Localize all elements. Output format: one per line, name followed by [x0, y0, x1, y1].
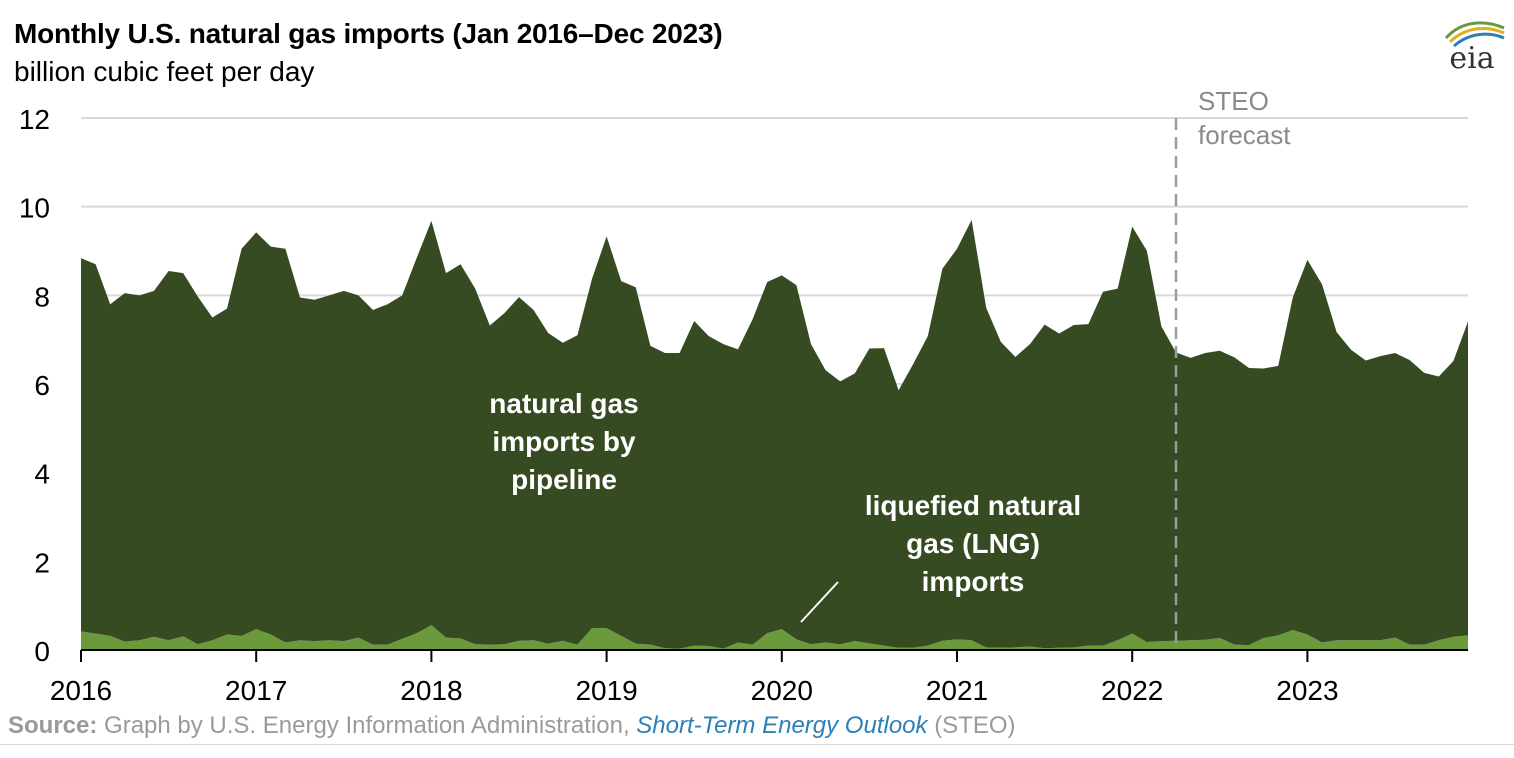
- x-tick-label: 2019: [575, 675, 637, 706]
- lng-annotation: gas (LNG): [906, 528, 1040, 559]
- chart-subtitle: billion cubic feet per day: [14, 56, 315, 87]
- forecast-marker: STEO forecast: [1174, 86, 1291, 650]
- forecast-label: forecast: [1198, 120, 1291, 150]
- source-suffix: (STEO): [934, 712, 1016, 739]
- source-text: Graph by U.S. Energy Information Adminis…: [104, 712, 630, 739]
- pipeline-annotation: imports by: [492, 426, 636, 457]
- x-tick-label: 2017: [225, 675, 287, 706]
- x-tick-label: 2020: [751, 675, 813, 706]
- annotations: natural gas imports by pipeline liquefied n…: [489, 388, 1081, 623]
- lng-annotation: imports: [922, 566, 1025, 597]
- logo-text: eia: [1449, 41, 1494, 72]
- forecast-label: STEO: [1198, 86, 1269, 116]
- x-tick-label: 2016: [50, 675, 112, 706]
- lng-leader-line: [800, 581, 839, 623]
- y-axis-ticks: 0 2 4 6 8 10 12: [19, 104, 50, 667]
- steo-link[interactable]: Short-Term Energy Outlook: [636, 712, 928, 739]
- eia-logo: eia: [1444, 21, 1505, 72]
- x-tick-label: 2021: [926, 675, 988, 706]
- y-tick-label: 6: [34, 370, 50, 401]
- x-axis: 2016 2017 2018 2019 2020 2021 2022 2023: [50, 649, 1468, 706]
- bottom-rule: [0, 744, 1514, 745]
- pipeline-annotation: pipeline: [511, 464, 617, 495]
- pipeline-annotation: natural gas: [489, 388, 638, 419]
- data-areas: [81, 219, 1468, 650]
- x-tick-label: 2022: [1101, 675, 1163, 706]
- pipeline-area: [81, 219, 1468, 649]
- lng-annotation: liquefied natural: [865, 490, 1081, 521]
- y-tick-label: 4: [34, 459, 50, 490]
- x-tick-label: 2023: [1276, 675, 1338, 706]
- y-tick-label: 0: [34, 636, 50, 667]
- y-tick-label: 2: [34, 547, 50, 578]
- chart-title: Monthly U.S. natural gas imports (Jan 20…: [14, 18, 723, 49]
- source-label: Source:: [8, 712, 98, 739]
- y-tick-label: 8: [34, 281, 50, 312]
- y-tick-label: 12: [19, 104, 50, 135]
- source-note: Source: Graph by U.S. Energy Information…: [8, 712, 1016, 740]
- lng-area: [81, 625, 1468, 650]
- y-tick-label: 10: [19, 193, 50, 224]
- x-tick-label: 2018: [400, 675, 462, 706]
